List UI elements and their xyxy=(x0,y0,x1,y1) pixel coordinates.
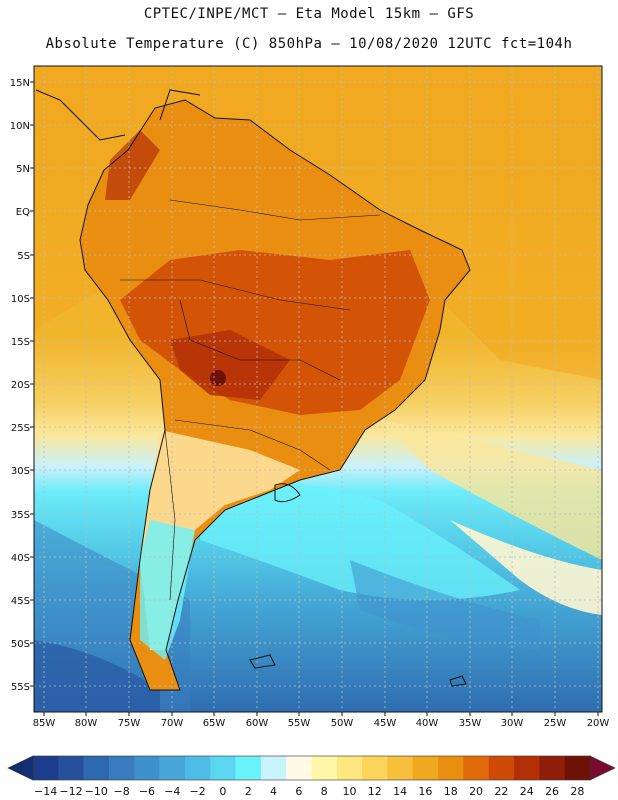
colorbar-swatch xyxy=(58,756,84,780)
colorbar-label: 4 xyxy=(270,785,277,798)
lat-label: 50S xyxy=(11,639,30,650)
colorbar-label: 16 xyxy=(418,785,432,798)
lat-label: 15S xyxy=(11,337,30,348)
colorbar-swatch xyxy=(412,756,439,780)
colorbar-label: −2 xyxy=(189,785,205,798)
lat-label: 40S xyxy=(11,553,30,564)
colorbar: −14 −12 −10 −8 −6 −4 −2 0 2 4 6 8 10 12 14 16 18 20 22 24 26… xyxy=(7,755,616,798)
lat-label: 35S xyxy=(11,510,30,521)
lon-label: 50W xyxy=(331,718,354,729)
lon-label: 25W xyxy=(544,718,567,729)
colorbar-frame xyxy=(32,755,591,781)
colorbar-swatch xyxy=(514,756,540,780)
colorbar-swatch xyxy=(235,756,262,780)
colorbar-under-arrow xyxy=(7,755,34,781)
lat-label: 10N xyxy=(10,121,30,132)
country-borders xyxy=(120,199,381,601)
colorbar-label: 2 xyxy=(245,785,252,798)
lat-label: 5N xyxy=(16,164,30,175)
colorbar-swatch xyxy=(539,756,565,780)
colorbar-label: 0 xyxy=(219,785,226,798)
colorbar-label: −14 xyxy=(34,785,57,798)
colorbar-swatch xyxy=(387,756,414,780)
lat-label: 55S xyxy=(11,682,30,693)
lon-label: 30W xyxy=(501,718,524,729)
colorbar-swatch xyxy=(83,756,110,780)
colorbar-label: 14 xyxy=(393,785,407,798)
colorbar-swatch xyxy=(438,756,464,780)
lon-label: 45W xyxy=(374,718,397,729)
lon-label: 60W xyxy=(246,718,269,729)
lon-label: 65W xyxy=(203,718,226,729)
colorbar-label: −4 xyxy=(164,785,180,798)
colorbar-label: 20 xyxy=(469,785,483,798)
colorbar-swatch xyxy=(134,756,160,780)
colorbar-swatch xyxy=(210,756,236,780)
colorbar-label: −12 xyxy=(59,785,82,798)
colorbar-swatch xyxy=(311,756,338,780)
longitude-axis: 85W 80W 75W 70W 65W 60W 55W 50W 45W 40W 35W 30W 25W 2… xyxy=(33,712,610,729)
colorbar-swatch xyxy=(488,756,515,780)
colorbar-swatch xyxy=(564,756,591,780)
colorbar-swatch xyxy=(184,756,211,780)
colorbar-label: 24 xyxy=(520,785,534,798)
lon-label: 80W xyxy=(75,718,98,729)
latitude-axis: 15N 10N 5N EQ 5S 10S 15S 20S 25S 30S 35S 40S 45S 50S 5… xyxy=(10,78,34,693)
colorbar-label: 10 xyxy=(342,785,356,798)
lon-label: 75W xyxy=(118,718,141,729)
lon-label: 20W xyxy=(587,718,610,729)
colorbar-swatch xyxy=(336,756,363,780)
temperature-field xyxy=(34,66,602,712)
colorbar-swatch xyxy=(286,756,312,780)
colorbar-label: −6 xyxy=(139,785,155,798)
colorbar-label: −10 xyxy=(85,785,108,798)
colorbar-label: 6 xyxy=(295,785,302,798)
colorbar-label: 26 xyxy=(545,785,559,798)
lat-label: 45S xyxy=(11,596,30,607)
lat-label: 25S xyxy=(11,423,30,434)
map-title-line2: Absolute Temperature (C) 850hPa – 10/08/… xyxy=(45,36,573,52)
colorbar-label: 12 xyxy=(368,785,382,798)
colorbar-label: −8 xyxy=(114,785,130,798)
colorbar-label: 18 xyxy=(444,785,458,798)
colorbar-label: 8 xyxy=(321,785,328,798)
lon-label: 35W xyxy=(459,718,482,729)
colorbar-swatch xyxy=(260,756,287,780)
colorbar-label: 28 xyxy=(570,785,584,798)
lon-label: 70W xyxy=(161,718,184,729)
lat-label: 20S xyxy=(11,380,30,391)
lat-label: EQ xyxy=(16,207,30,218)
lat-label: 10S xyxy=(11,294,30,305)
lon-label: 85W xyxy=(33,718,56,729)
lat-label: 5S xyxy=(17,251,30,262)
colorbar-label: 22 xyxy=(494,785,508,798)
colorbar-swatch xyxy=(33,756,59,780)
colorbar-over-arrow xyxy=(589,755,616,781)
lon-label: 55W xyxy=(288,718,311,729)
lat-label: 15N xyxy=(10,78,30,89)
map-title-line1: CPTEC/INPE/MCT – Eta Model 15km – GFS xyxy=(143,6,475,22)
lat-label: 30S xyxy=(11,466,30,477)
lon-label: 40W xyxy=(416,718,439,729)
colorbar-swatch xyxy=(463,756,490,780)
colorbar-swatch xyxy=(108,756,135,780)
colorbar-swatch xyxy=(362,756,388,780)
colorbar-swatch xyxy=(159,756,186,780)
map-frame xyxy=(33,65,603,713)
